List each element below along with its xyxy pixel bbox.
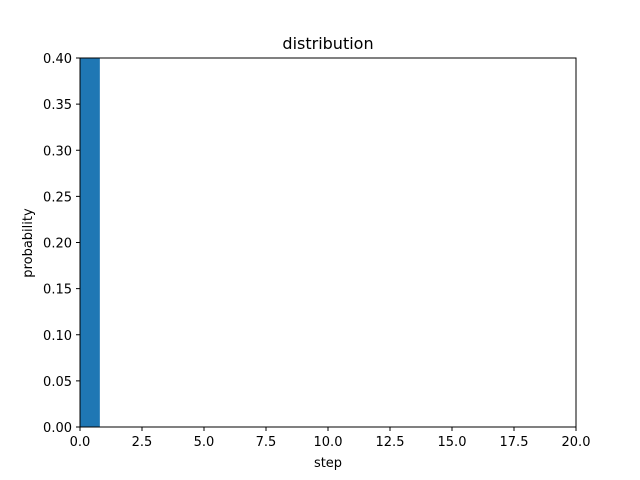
chart-title: distribution xyxy=(282,34,373,53)
y-tick-label-8: 0.40 xyxy=(43,52,72,67)
y-tick-label-3: 0.15 xyxy=(43,283,72,298)
x-tick-label-7: 17.5 xyxy=(500,435,529,450)
bar-0 xyxy=(80,58,100,427)
x-tick-label-3: 7.5 xyxy=(256,435,277,450)
y-tick-label-6: 0.30 xyxy=(43,144,72,159)
y-tick-label-0: 0.00 xyxy=(43,421,72,436)
y-tick-label-7: 0.35 xyxy=(43,98,72,113)
x-tick-label-1: 2.5 xyxy=(132,435,153,450)
x-tick-label-8: 20.0 xyxy=(562,435,591,450)
x-tick-label-6: 15.0 xyxy=(438,435,467,450)
axes-group: 0.0 2.5 5.0 7.5 10.0 12.5 15.0 17.5 20.0 0.00 0.05… xyxy=(43,52,590,450)
x-tick-label-5: 12.5 xyxy=(376,435,405,450)
x-tick-label-4: 10.0 xyxy=(314,435,343,450)
x-tick-label-2: 5.0 xyxy=(194,435,215,450)
bar-group xyxy=(80,58,100,427)
y-tick-label-2: 0.10 xyxy=(43,329,72,344)
x-tick-label-0: 0.0 xyxy=(70,435,91,450)
x-axis-label: step xyxy=(314,456,342,471)
y-tick-label-5: 0.25 xyxy=(43,190,72,205)
y-axis-label: probability xyxy=(21,208,36,278)
y-tick-label-4: 0.20 xyxy=(43,237,72,252)
y-tick-label-1: 0.05 xyxy=(43,375,72,390)
